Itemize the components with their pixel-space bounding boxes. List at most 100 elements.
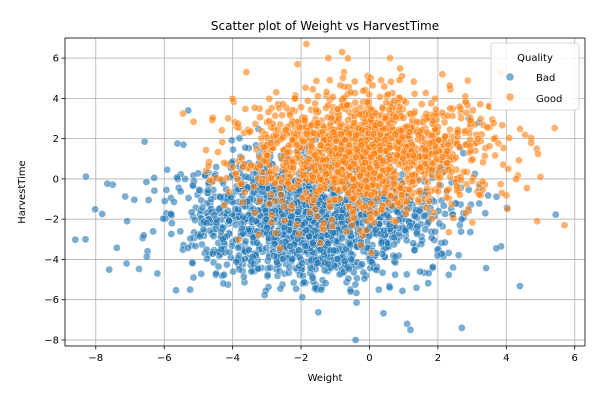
scatter-point-good — [346, 163, 355, 172]
scatter-point-good — [370, 169, 378, 178]
scatter-point-bad — [168, 219, 176, 228]
scatter-point-good — [399, 114, 408, 122]
scatter-point-good — [410, 109, 418, 118]
scatter-point-good — [293, 60, 302, 69]
scatter-point-bad — [209, 232, 218, 241]
scatter-point-good — [453, 128, 462, 137]
scatter-point-good — [340, 135, 349, 144]
scatter-point-bad — [231, 205, 240, 213]
points-layer — [71, 40, 569, 344]
scatter-point-bad — [203, 254, 211, 263]
scatter-point-good — [371, 109, 380, 118]
y-tick-label: −4 — [44, 255, 59, 266]
scatter-point-good — [410, 89, 419, 98]
scatter-point-good — [241, 105, 250, 113]
scatter-point-good — [279, 133, 287, 142]
scatter-point-good — [240, 188, 249, 197]
scatter-point-bad — [176, 187, 185, 196]
scatter-point-good — [368, 140, 377, 149]
scatter-point-good — [523, 184, 531, 192]
scatter-point-bad — [195, 186, 203, 194]
scatter-point-bad — [167, 230, 176, 238]
scatter-point-good — [239, 163, 247, 171]
scatter-point-bad — [144, 196, 153, 204]
scatter-point-good — [324, 54, 333, 62]
scatter-point-good — [312, 105, 321, 114]
scatter-point-good — [476, 100, 485, 109]
scatter-point-good — [367, 249, 376, 257]
scatter-point-bad — [209, 249, 217, 258]
scatter-point-good — [422, 110, 431, 118]
scatter-point-bad — [324, 260, 332, 269]
scatter-point-good — [480, 152, 489, 160]
scatter-point-good — [309, 173, 317, 182]
scatter-point-good — [293, 180, 302, 189]
x-tick-label: −4 — [225, 353, 240, 364]
scatter-point-good — [350, 214, 358, 222]
scatter-point-bad — [210, 211, 218, 219]
scatter-point-good — [391, 217, 400, 226]
scatter-point-bad — [374, 285, 383, 294]
scatter-point-bad — [371, 226, 380, 234]
scatter-point-good — [216, 175, 225, 184]
scatter-point-good — [339, 157, 347, 165]
scatter-point-good — [499, 144, 508, 152]
scatter-point-good — [428, 165, 436, 174]
scatter-point-good — [462, 180, 471, 189]
scatter-point-bad — [351, 336, 360, 344]
scatter-point-good — [381, 135, 389, 144]
scatter-point-bad — [551, 210, 560, 219]
scatter-point-good — [494, 139, 503, 148]
scatter-point-bad — [380, 226, 389, 235]
scatter-point-bad — [482, 264, 490, 272]
scatter-point-good — [316, 141, 325, 150]
scatter-point-good — [322, 170, 330, 178]
legend-label-good: Good — [536, 94, 562, 105]
scatter-point-good — [409, 151, 418, 160]
scatter-point-bad — [263, 223, 271, 232]
scatter-point-good — [189, 117, 198, 126]
scatter-point-good — [421, 146, 430, 154]
scatter-point-good — [550, 124, 559, 132]
y-tick-label: −8 — [44, 335, 59, 346]
scatter-point-good — [436, 163, 444, 172]
scatter-point-good — [280, 202, 288, 211]
scatter-point-good — [527, 139, 536, 147]
scatter-point-bad — [163, 165, 171, 174]
scatter-point-bad — [123, 217, 131, 226]
scatter-point-good — [521, 131, 529, 139]
scatter-point-bad — [216, 193, 224, 202]
scatter-point-good — [386, 155, 394, 164]
scatter-point-good — [447, 200, 456, 209]
y-tick-label: −2 — [44, 215, 59, 226]
scatter-point-good — [360, 118, 369, 127]
scatter-point-good — [313, 212, 322, 221]
scatter-point-good — [452, 153, 460, 162]
scatter-point-bad — [150, 186, 159, 195]
scatter-point-bad — [252, 217, 261, 226]
scatter-point-good — [534, 150, 542, 158]
scatter-point-good — [396, 64, 404, 73]
scatter-point-good — [312, 77, 321, 85]
scatter-point-good — [329, 93, 337, 101]
scatter-point-bad — [235, 265, 244, 274]
scatter-point-bad — [184, 244, 192, 252]
scatter-point-good — [457, 176, 465, 184]
scatter-point-good — [334, 167, 343, 176]
scatter-point-bad — [299, 271, 307, 280]
x-tick-label: −2 — [294, 353, 309, 364]
scatter-point-good — [405, 185, 413, 193]
scatter-point-good — [384, 198, 393, 207]
scatter-point-bad — [352, 298, 361, 307]
scatter-point-good — [328, 215, 337, 224]
scatter-point-good — [279, 100, 287, 108]
scatter-point-bad — [385, 283, 394, 292]
scatter-point-bad — [301, 242, 310, 250]
scatter-point-bad — [239, 212, 248, 221]
scatter-point-good — [389, 179, 398, 188]
x-tick-label: 4 — [503, 353, 509, 364]
scatter-point-good — [408, 171, 417, 179]
scatter-point-good — [505, 134, 514, 142]
scatter-point-bad — [197, 270, 206, 278]
